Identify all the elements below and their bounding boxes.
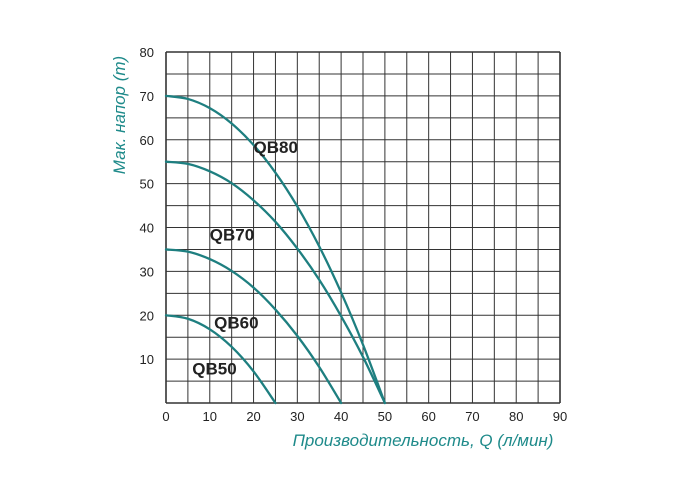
x-axis-label: Производительность, Q (л/мин) xyxy=(293,431,554,450)
x-tick-label: 40 xyxy=(334,409,348,424)
y-axis-label: Мак. напор (m) xyxy=(110,56,129,174)
y-tick-label: 50 xyxy=(140,177,154,192)
x-tick-label: 0 xyxy=(162,409,169,424)
series-line-qb60 xyxy=(164,248,343,405)
y-tick-label: 60 xyxy=(140,133,154,148)
y-tick-label: 20 xyxy=(140,308,154,323)
x-tick-label: 80 xyxy=(509,409,523,424)
x-tick-label: 90 xyxy=(553,409,567,424)
series-label-qb80: QB80 xyxy=(254,138,298,157)
series-labels: QB80 QB70 QB60 QB50 xyxy=(192,138,298,379)
x-tick-label: 20 xyxy=(246,409,260,424)
x-tick-label: 50 xyxy=(378,409,392,424)
x-tick-label: 30 xyxy=(290,409,304,424)
series-label-qb50: QB50 xyxy=(192,359,236,378)
x-tick-label: 60 xyxy=(421,409,435,424)
series-label-qb60: QB60 xyxy=(214,313,258,332)
x-tick-label: 70 xyxy=(465,409,479,424)
y-tick-label: 80 xyxy=(140,45,154,60)
y-tick-label: 10 xyxy=(140,352,154,367)
series-curves xyxy=(164,94,387,405)
y-tick-label: 30 xyxy=(140,264,154,279)
series-line-qb70 xyxy=(164,160,387,405)
y-tick-label: 40 xyxy=(140,221,154,236)
series-line-qb80 xyxy=(164,94,387,405)
series-line-qb50 xyxy=(164,314,277,405)
x-tick-label: 10 xyxy=(203,409,217,424)
axis-ticks: 0 10 20 30 40 50 60 70 80 90 10 20 30 40 50 60 70 80 xyxy=(140,45,568,424)
y-tick-label: 70 xyxy=(140,89,154,104)
series-label-qb70: QB70 xyxy=(210,226,254,245)
chart-grid xyxy=(165,51,561,404)
